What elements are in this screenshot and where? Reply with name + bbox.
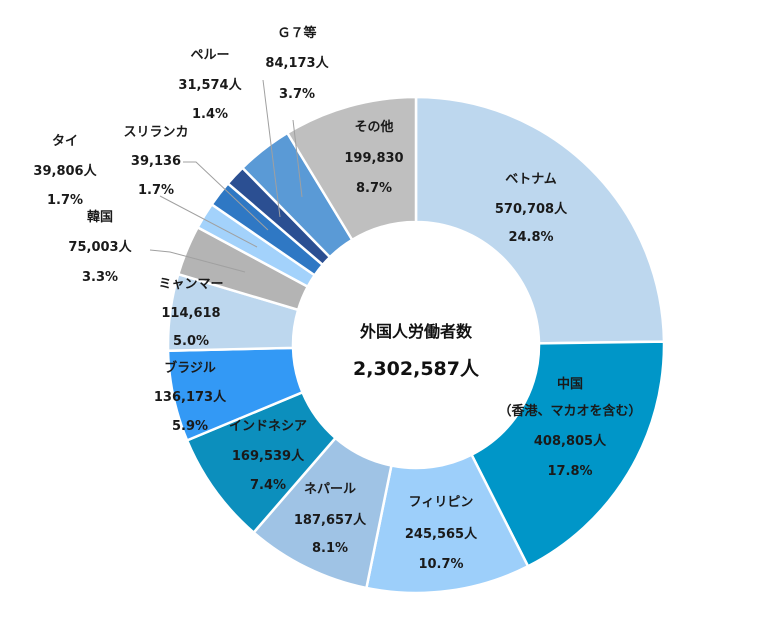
slice-label-sub: （香港、マカオを含む） bbox=[498, 404, 642, 419]
slice-label-name: インドネシア bbox=[228, 419, 308, 434]
slice-label-percent-label: 17.8% bbox=[547, 464, 593, 479]
slice-label-percent-label: 1.7% bbox=[46, 193, 84, 208]
slice-label-value-label: 408,805人 bbox=[533, 434, 607, 449]
slice-0 bbox=[414, 95, 666, 345]
leader-line-thai bbox=[159, 195, 258, 248]
slice-label-name: タイ bbox=[51, 134, 79, 149]
slice-label-value-label: 114,618 bbox=[161, 306, 221, 321]
slice-label-name: Ｇ７等 bbox=[277, 26, 317, 41]
slice-label-percent-label: 3.3% bbox=[81, 270, 119, 285]
slice-label-value-label: 169,539人 bbox=[231, 449, 305, 464]
slice-label-name: その他 bbox=[354, 120, 394, 135]
center-total: 2,302,587人 bbox=[353, 358, 479, 380]
slice-label-percent-label: 5.9% bbox=[171, 419, 209, 434]
leader-line-srilanka bbox=[183, 161, 269, 231]
slice-label-name: 韓国 bbox=[86, 210, 114, 225]
slice-label-value-label: 570,708人 bbox=[494, 202, 568, 217]
slice-label-name: ネパール bbox=[303, 482, 357, 497]
slice-1 bbox=[469, 340, 666, 568]
slice-label-name: ミャンマー bbox=[158, 277, 224, 292]
slice-label-name: ベトナム bbox=[505, 172, 557, 187]
slice-label-value-label: 84,173人 bbox=[265, 56, 329, 71]
slice-label-percent-label: 8.7% bbox=[355, 181, 393, 196]
slice-label-name: 中国 bbox=[556, 377, 584, 392]
slice-label-value-label: 31,574人 bbox=[178, 78, 242, 93]
slice-label-value-label: 245,565人 bbox=[404, 527, 478, 542]
slice-label-value-label: 39,806人 bbox=[33, 164, 97, 179]
slice-label-name: スリランカ bbox=[123, 125, 189, 140]
leader-line-peru bbox=[262, 79, 281, 218]
slice-label-value-label: 136,173人 bbox=[153, 390, 227, 405]
slice-12 bbox=[285, 95, 418, 242]
slice-label-value-label: 39,136 bbox=[130, 154, 182, 169]
slice-label-name: ペルー bbox=[190, 48, 230, 63]
slice-label-percent-label: 8.1% bbox=[311, 541, 349, 556]
center-title: 外国人労働者数 bbox=[359, 322, 473, 341]
slice-label-value-label: 187,657人 bbox=[293, 513, 367, 528]
slice-label-percent-label: 10.7% bbox=[418, 557, 464, 572]
slice-label-percent-label: 24.8% bbox=[508, 230, 554, 245]
slice-label-percent-label: 3.7% bbox=[278, 87, 316, 102]
slice-label-percent-label: 1.4% bbox=[191, 107, 229, 122]
leader-line-g7 bbox=[292, 119, 303, 198]
slice-label-name: ブラジル bbox=[164, 361, 216, 376]
leader-line-korea bbox=[149, 249, 246, 273]
slice-label-name: フィリピン bbox=[408, 495, 474, 510]
slice-label-percent-label: 1.7% bbox=[137, 183, 175, 198]
slice-label-percent-label: 5.0% bbox=[172, 334, 210, 349]
slice-label-value-label: 75,003人 bbox=[68, 240, 132, 255]
slice-label-value-label: 199,830 bbox=[344, 151, 404, 166]
slice-label-percent-label: 7.4% bbox=[249, 478, 287, 493]
